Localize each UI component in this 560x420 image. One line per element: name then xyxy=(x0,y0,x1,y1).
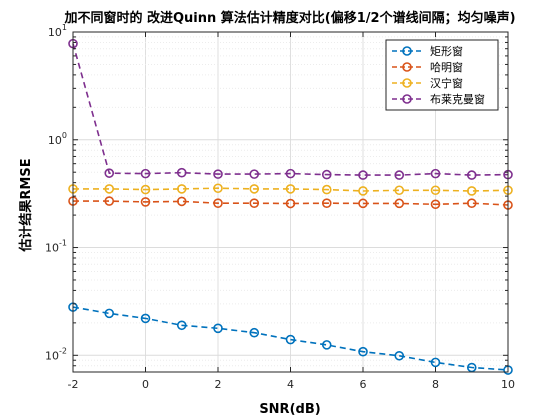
data-point xyxy=(104,184,115,194)
data-point xyxy=(321,184,332,195)
data-point xyxy=(176,184,187,194)
series-line xyxy=(73,200,509,206)
y-tick-label: 101 xyxy=(48,23,67,39)
legend-label: 汉宁窗 xyxy=(430,76,463,90)
data-point xyxy=(249,169,260,179)
series-line xyxy=(72,43,509,176)
x-tick-label: 0 xyxy=(142,378,149,391)
series-2 xyxy=(68,183,513,196)
data-point xyxy=(430,185,441,196)
chart-title: 加不同窗时的 改进Quinn 算法估计精度对比(偏移1/2个谱线间隔；均匀噪声) xyxy=(63,10,515,26)
data-point xyxy=(285,184,296,194)
x-axis-label: SNR(dB) xyxy=(259,402,320,417)
series-line xyxy=(72,306,509,371)
series-line xyxy=(73,187,509,192)
x-tick-label: 10 xyxy=(501,378,515,391)
data-point xyxy=(358,346,368,357)
data-point xyxy=(285,168,296,179)
y-axis-label: 估计结果RMSE xyxy=(18,158,34,252)
data-point xyxy=(104,196,115,206)
x-tick-label: 2 xyxy=(215,378,222,391)
data-point xyxy=(358,198,368,209)
data-point xyxy=(213,198,223,208)
data-point xyxy=(466,186,477,196)
x-tick-label: -2 xyxy=(68,378,79,391)
data-point xyxy=(394,185,405,196)
data-point xyxy=(104,168,115,178)
data-point xyxy=(140,184,151,195)
y-tick-label: 10-1 xyxy=(45,239,67,255)
data-point xyxy=(394,170,405,180)
legend-label: 布莱克曼窗 xyxy=(430,92,485,106)
data-point xyxy=(213,323,223,334)
data-point xyxy=(430,357,441,368)
ticks: -2 0 2 4 6 8 10 10-2 10-1 100 101 xyxy=(45,23,515,391)
legend-item: 哈明窗 xyxy=(392,60,463,74)
legend-marker xyxy=(402,46,412,56)
data-point xyxy=(140,197,151,207)
data-point xyxy=(321,198,332,208)
y-tick-label: 100 xyxy=(48,131,67,147)
data-point xyxy=(321,169,332,180)
legend-marker xyxy=(402,94,412,104)
x-tick-label: 6 xyxy=(360,378,367,391)
data-point xyxy=(394,198,405,209)
data-point xyxy=(430,168,441,179)
series-layer xyxy=(68,38,513,375)
data-point xyxy=(358,170,368,180)
data-point xyxy=(430,199,441,210)
data-point xyxy=(358,186,368,196)
data-point xyxy=(394,350,405,361)
x-tick-label: 8 xyxy=(432,378,439,391)
data-point xyxy=(249,327,260,338)
y-tick-label: 10-2 xyxy=(45,346,67,362)
data-point xyxy=(249,198,260,208)
legend-item: 矩形窗 xyxy=(392,44,463,58)
data-point xyxy=(213,183,223,194)
data-point xyxy=(321,340,332,350)
data-point xyxy=(140,168,151,179)
legend-marker xyxy=(402,78,412,88)
data-point xyxy=(104,308,115,319)
data-point xyxy=(140,313,151,324)
data-point xyxy=(285,334,296,345)
data-point xyxy=(176,196,187,207)
data-point xyxy=(466,170,477,180)
data-point xyxy=(285,198,296,209)
x-tick-label: 4 xyxy=(287,378,294,391)
data-point xyxy=(213,169,223,179)
data-point xyxy=(249,184,260,194)
legend-item: 布莱克曼窗 xyxy=(392,92,485,106)
data-point xyxy=(176,320,187,331)
legend-marker xyxy=(402,62,412,72)
data-point xyxy=(466,198,477,208)
series-1 xyxy=(68,196,513,210)
legend-label: 矩形窗 xyxy=(430,44,463,58)
data-point xyxy=(176,167,187,178)
legend-item: 汉宁窗 xyxy=(392,76,463,90)
legend-label: 哈明窗 xyxy=(430,60,463,74)
